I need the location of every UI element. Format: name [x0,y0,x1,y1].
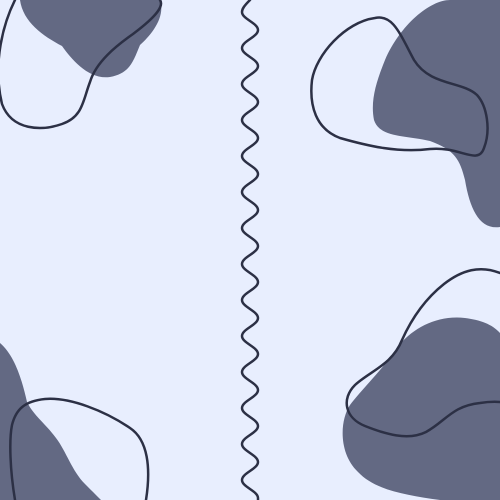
top-right-outline-blob [310,16,489,157]
bottom-left-outline-blob [9,397,150,500]
top-left-filled-blob [20,0,162,78]
center-wavy-divider [240,0,260,500]
bottom-left-filled-blob [0,343,101,500]
bottom-right-outline-blob [345,268,500,438]
top-left-outline-blob [0,0,163,130]
top-right-filled-blob [372,0,500,228]
bottom-right-filled-blob [342,317,500,500]
